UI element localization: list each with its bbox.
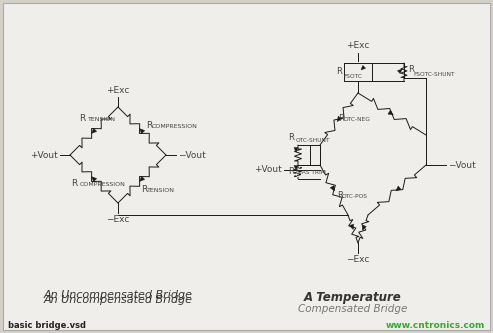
Text: R: R: [146, 121, 153, 130]
Text: R: R: [336, 68, 342, 77]
Text: R: R: [288, 133, 294, 142]
Text: R: R: [288, 166, 294, 175]
Text: www.cntronics.com: www.cntronics.com: [386, 320, 485, 329]
Text: TENSION: TENSION: [88, 117, 116, 122]
Text: R: R: [408, 66, 414, 75]
Text: OTC-POS: OTC-POS: [342, 194, 368, 199]
Polygon shape: [388, 110, 393, 115]
Polygon shape: [337, 116, 342, 122]
Text: BIAS TRIM: BIAS TRIM: [296, 169, 326, 174]
Text: COMPRESSION: COMPRESSION: [151, 124, 197, 129]
Text: +Exc: +Exc: [346, 41, 370, 50]
Polygon shape: [92, 128, 97, 134]
Text: −Exc: −Exc: [106, 215, 130, 224]
Text: R: R: [71, 179, 77, 188]
Text: −Vout: −Vout: [178, 151, 206, 160]
Polygon shape: [396, 186, 401, 191]
Text: +Exc: +Exc: [106, 86, 130, 95]
Text: An Uncompensated Bridge: An Uncompensated Bridge: [43, 290, 192, 300]
Polygon shape: [397, 69, 402, 74]
Text: R: R: [141, 185, 148, 194]
Text: R: R: [79, 114, 86, 123]
Text: TENSION: TENSION: [146, 188, 175, 193]
Polygon shape: [294, 166, 298, 170]
Polygon shape: [140, 129, 145, 134]
Text: OTC-NEG: OTC-NEG: [343, 117, 370, 122]
Polygon shape: [361, 65, 366, 70]
Polygon shape: [350, 224, 353, 229]
Polygon shape: [330, 185, 335, 191]
Text: +Vout: +Vout: [30, 151, 58, 160]
Polygon shape: [92, 176, 97, 182]
Text: COMPRESSION: COMPRESSION: [79, 182, 126, 187]
Text: −Exc: −Exc: [346, 255, 370, 264]
Text: FSOTC-SHUNT: FSOTC-SHUNT: [413, 72, 455, 77]
Text: R: R: [338, 114, 344, 123]
Text: R: R: [337, 191, 343, 200]
Text: FSOTC: FSOTC: [343, 74, 362, 79]
Text: basic bridge.vsd: basic bridge.vsd: [8, 320, 86, 329]
Text: OTC-SHUNT: OTC-SHUNT: [296, 138, 330, 143]
Polygon shape: [294, 148, 298, 152]
Text: +Vout: +Vout: [254, 166, 282, 174]
Polygon shape: [140, 176, 145, 181]
Text: A Temperature: A Temperature: [304, 291, 402, 304]
Text: −Vout: −Vout: [448, 161, 476, 169]
Text: An Uncompensated Bridge: An Uncompensated Bridge: [43, 295, 192, 305]
Text: Compensated Bridge: Compensated Bridge: [298, 304, 408, 314]
Polygon shape: [362, 225, 366, 230]
